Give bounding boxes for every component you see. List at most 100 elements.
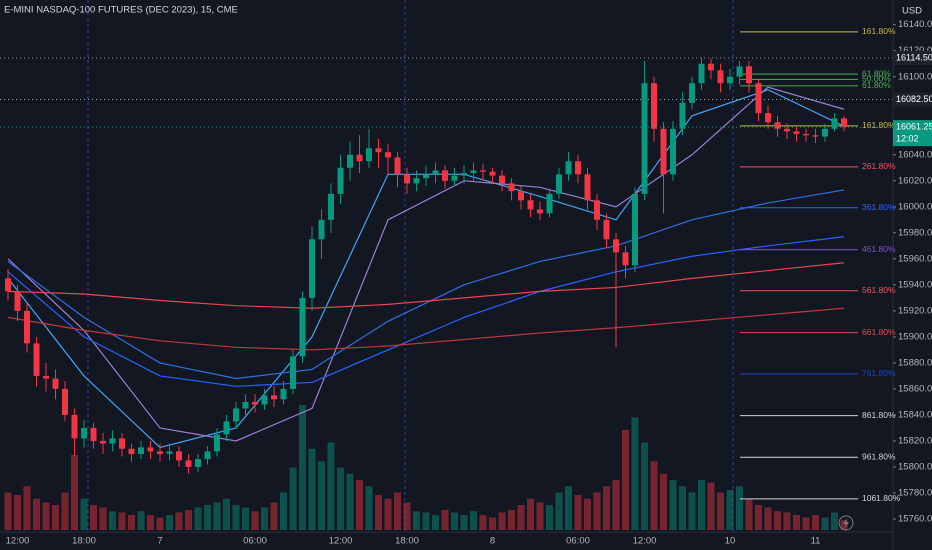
candle-body — [347, 154, 353, 168]
candle-body — [793, 131, 800, 134]
volume-bar — [61, 492, 69, 530]
volume-bar — [821, 517, 829, 530]
volume-bar — [223, 498, 230, 530]
candle-body — [499, 175, 505, 184]
candle-body — [660, 128, 667, 175]
candle-body — [318, 219, 325, 240]
volume-bar — [365, 486, 373, 530]
x-tick-label: 11 — [811, 536, 821, 547]
fib-label: 61.80% — [862, 80, 891, 90]
price-label: 16082.50 — [896, 94, 932, 104]
y-tick-label: 16120.00 — [898, 45, 932, 56]
candle-body — [603, 219, 610, 240]
y-tick-label: 15760.00 — [898, 514, 932, 525]
candle-body — [337, 167, 344, 194]
fib-label: 461.80% — [862, 244, 896, 254]
candle-body — [356, 154, 363, 162]
volume-bar — [128, 515, 135, 530]
volume-bar — [242, 507, 249, 530]
candle-body — [508, 183, 515, 192]
volume-bar — [337, 467, 344, 530]
candle-body — [432, 170, 439, 175]
x-tick-label: 7 — [157, 536, 162, 547]
volume-bar — [755, 505, 762, 530]
candle-body — [366, 148, 372, 162]
volume-bar — [612, 480, 620, 530]
candle-body — [651, 83, 657, 129]
candle-body — [489, 171, 496, 176]
candle-body — [128, 448, 135, 454]
volume-bar — [280, 492, 287, 530]
candle-body — [14, 291, 21, 311]
candle-body — [527, 200, 534, 210]
y-tick-label: 16020.00 — [898, 175, 932, 186]
candle-body — [261, 395, 268, 405]
volume-bar — [679, 486, 686, 530]
volume-bar — [147, 515, 154, 530]
volume-bar — [441, 510, 449, 530]
volume-bar — [232, 505, 240, 530]
candle-body — [204, 451, 211, 460]
countdown: 12:02 — [896, 134, 919, 144]
volume-bar — [745, 498, 753, 530]
volume-bar — [555, 492, 563, 530]
candle-body — [698, 63, 705, 84]
volume-bar — [584, 498, 591, 530]
volume-bar — [403, 502, 411, 530]
candle-body — [831, 118, 838, 129]
x-tick-label: 12:00 — [633, 536, 657, 547]
y-tick-label: 15800.00 — [898, 461, 932, 472]
x-tick-label: 18:00 — [72, 536, 96, 547]
fib-label: 61.80% — [862, 68, 891, 78]
fib-label: 761.80% — [862, 368, 896, 378]
volume-bar — [52, 505, 59, 530]
candle-body — [5, 278, 11, 292]
volume-bar — [451, 512, 458, 530]
volume-bar — [23, 486, 31, 530]
volume-bar — [118, 512, 126, 530]
volume-bar — [346, 473, 354, 530]
volume-bar — [546, 505, 553, 530]
fib-label: 161.80% — [862, 26, 896, 36]
x-tick-label: 12:00 — [329, 536, 353, 547]
candle-body — [736, 66, 743, 77]
fib-label: 161.80% — [862, 120, 896, 130]
candle-body — [100, 440, 106, 444]
fib-label: 261.80% — [862, 161, 896, 171]
volume-bar — [517, 505, 525, 530]
candle-body — [81, 427, 87, 439]
volume-bar — [99, 507, 107, 530]
fib-label: 961.80% — [862, 451, 896, 461]
volume-bar — [460, 515, 468, 530]
lightning-icon[interactable] — [838, 515, 854, 531]
candle-body — [280, 388, 287, 400]
volume-bar — [669, 480, 677, 530]
y-tick-label: 16100.00 — [898, 71, 932, 82]
volume-bar — [565, 486, 572, 530]
fib-label: 561.80% — [862, 285, 896, 295]
fib-label: 861.80% — [862, 410, 896, 420]
candle-body — [584, 174, 591, 201]
x-tick-label: 06:00 — [243, 536, 267, 547]
volume-bar — [33, 498, 40, 530]
candle-body — [52, 378, 59, 389]
y-tick-label: 15780.00 — [898, 487, 932, 498]
candle-body — [252, 401, 258, 405]
candle-body — [451, 175, 458, 181]
candle-body — [679, 102, 686, 129]
fib-label: 1061.80% — [862, 493, 901, 503]
volume-bar — [14, 495, 21, 530]
candle-body — [166, 451, 173, 454]
candle-body — [546, 193, 553, 214]
volume-bar — [688, 492, 696, 530]
volume-bar — [736, 486, 743, 530]
y-tick-label: 16040.00 — [898, 149, 932, 160]
volume-bar — [213, 502, 221, 530]
volume-bar — [80, 498, 88, 530]
moving-average — [7, 189, 845, 380]
y-tick-label: 16000.00 — [898, 201, 932, 212]
volume-bar — [166, 515, 173, 530]
candle-body — [841, 118, 847, 128]
candle-body — [404, 174, 410, 184]
